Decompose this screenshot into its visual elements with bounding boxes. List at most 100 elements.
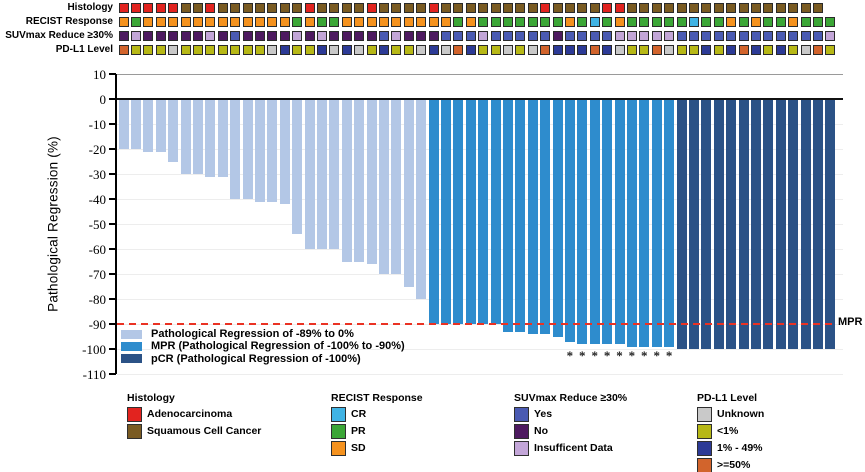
track-cell-recist-response bbox=[527, 17, 538, 27]
regression-bar bbox=[688, 99, 699, 349]
track-cell-suvmax-reduce bbox=[143, 31, 154, 41]
track-cell-histology bbox=[428, 3, 439, 13]
track-cell-histology bbox=[478, 3, 489, 13]
regression-bar bbox=[341, 99, 352, 262]
track-cell-recist-response bbox=[490, 17, 501, 27]
track-cell-histology bbox=[775, 3, 786, 13]
track-cell-suvmax-reduce bbox=[465, 31, 476, 41]
regression-bar bbox=[428, 99, 439, 324]
track-cell-recist-response bbox=[664, 17, 675, 27]
regression-bar bbox=[155, 99, 166, 152]
track-cell-pdl1-level bbox=[515, 45, 526, 55]
y-tick-label: -70 bbox=[88, 266, 106, 282]
track-cell-histology bbox=[639, 3, 650, 13]
y-tick-mark bbox=[109, 73, 116, 75]
track-cell-suvmax-reduce bbox=[304, 31, 315, 41]
legend-swatch-suvmax-reduce bbox=[514, 407, 529, 422]
track-cell-recist-response bbox=[515, 17, 526, 27]
track-cell-pdl1-level bbox=[453, 45, 464, 55]
track-cell-suvmax-reduce bbox=[192, 31, 203, 41]
track-cell-suvmax-reduce bbox=[329, 31, 340, 41]
track-cell-recist-response bbox=[577, 17, 588, 27]
track-cell-suvmax-reduce bbox=[242, 31, 253, 41]
track-cell-suvmax-reduce bbox=[602, 31, 613, 41]
chart-legend-label: Pathological Regression of -89% to 0% bbox=[151, 328, 354, 340]
track-cell-recist-response bbox=[688, 17, 699, 27]
track-cell-recist-response bbox=[230, 17, 241, 27]
track-cell-pdl1-level bbox=[242, 45, 253, 55]
track-cell-pdl1-level bbox=[130, 45, 141, 55]
y-tick-label: 0 bbox=[99, 91, 107, 107]
regression-bar bbox=[292, 99, 303, 234]
track-cell-histology bbox=[490, 3, 501, 13]
track-cell-recist-response bbox=[130, 17, 141, 27]
regression-bar bbox=[614, 99, 625, 344]
chart-legend-label: pCR (Pathological Regression of -100%) bbox=[151, 352, 361, 365]
track-cell-recist-response bbox=[143, 17, 154, 27]
track-cell-recist-response bbox=[180, 17, 191, 27]
track-cell-suvmax-reduce bbox=[825, 31, 836, 41]
legend-swatch-histology bbox=[127, 424, 142, 439]
legend-swatch-recist-response bbox=[331, 441, 346, 456]
track-cell-suvmax-reduce bbox=[292, 31, 303, 41]
track-cell-suvmax-reduce bbox=[130, 31, 141, 41]
y-tick-mark bbox=[109, 198, 116, 200]
track-cell-recist-response bbox=[701, 17, 712, 27]
track-cell-histology bbox=[217, 3, 228, 13]
regression-bar bbox=[540, 99, 551, 334]
track-cell-recist-response bbox=[205, 17, 216, 27]
track-cell-pdl1-level bbox=[602, 45, 613, 55]
track-cell-histology bbox=[267, 3, 278, 13]
track-cell-pdl1-level bbox=[329, 45, 340, 55]
track-cell-histology bbox=[279, 3, 290, 13]
track-cell-recist-response bbox=[341, 17, 352, 27]
y-tick-mark bbox=[109, 348, 116, 350]
track-cell-pdl1-level bbox=[676, 45, 687, 55]
y-tick-mark bbox=[109, 298, 116, 300]
track-cell-recist-response bbox=[192, 17, 203, 27]
track-cell-recist-response bbox=[825, 17, 836, 27]
regression-bar bbox=[465, 99, 476, 324]
track-cell-recist-response bbox=[552, 17, 563, 27]
track-cell-histology bbox=[614, 3, 625, 13]
asterisk: * bbox=[579, 348, 586, 363]
track-cell-recist-response bbox=[155, 17, 166, 27]
track-label-histology: Histology bbox=[67, 2, 113, 13]
regression-bar bbox=[602, 99, 613, 344]
regression-bar bbox=[589, 99, 600, 344]
legend-swatch-pdl1-level bbox=[697, 458, 712, 472]
regression-bar bbox=[378, 99, 389, 274]
track-cell-recist-response bbox=[589, 17, 600, 27]
regression-bar bbox=[168, 99, 179, 162]
y-tick-label: -20 bbox=[88, 141, 106, 157]
track-cell-histology bbox=[205, 3, 216, 13]
y-tick-mark bbox=[109, 98, 116, 100]
track-cell-suvmax-reduce bbox=[738, 31, 749, 41]
y-tick-mark bbox=[109, 248, 116, 250]
track-cell-recist-response bbox=[279, 17, 290, 27]
track-cell-recist-response bbox=[118, 17, 129, 27]
track-cell-pdl1-level bbox=[180, 45, 191, 55]
legend-item-label-recist-response: PR bbox=[351, 425, 366, 437]
track-cell-suvmax-reduce bbox=[515, 31, 526, 41]
track-cell-suvmax-reduce bbox=[391, 31, 402, 41]
track-cell-pdl1-level bbox=[639, 45, 650, 55]
regression-bar bbox=[366, 99, 377, 264]
regression-bar bbox=[143, 99, 154, 152]
legend-item-label-suvmax-reduce: Yes bbox=[534, 408, 553, 420]
gridline bbox=[117, 349, 843, 350]
regression-bar bbox=[180, 99, 191, 174]
asterisk: * bbox=[653, 348, 660, 363]
track-cell-suvmax-reduce bbox=[589, 31, 600, 41]
regression-bar bbox=[701, 99, 712, 349]
chart-legend-label: MPR (Pathological Regression of -100% to… bbox=[151, 340, 405, 353]
track-cell-histology bbox=[304, 3, 315, 13]
track-cell-histology bbox=[440, 3, 451, 13]
track-cell-recist-response bbox=[602, 17, 613, 27]
chart-legend-row: pCR (Pathological Regression of -100%) bbox=[121, 353, 361, 365]
track-cell-recist-response bbox=[465, 17, 476, 27]
regression-bar bbox=[192, 99, 203, 174]
regression-bar bbox=[254, 99, 265, 202]
track-cell-recist-response bbox=[626, 17, 637, 27]
track-cell-suvmax-reduce bbox=[763, 31, 774, 41]
